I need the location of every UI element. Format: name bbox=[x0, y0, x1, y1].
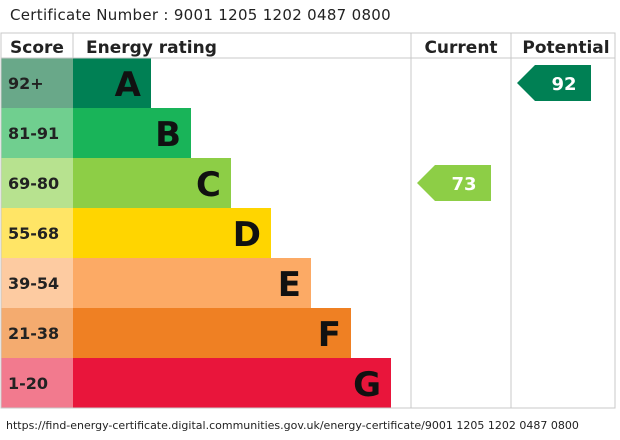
band-letter-b: B bbox=[155, 115, 181, 155]
score-cell-d bbox=[1, 208, 73, 258]
table-border bbox=[0, 32, 616, 409]
band-letter-c: C bbox=[196, 165, 221, 205]
potential-arrow bbox=[517, 65, 591, 101]
score-label-c: 69-80 bbox=[8, 174, 59, 193]
band-letter-f: F bbox=[318, 315, 341, 355]
score-cell-f bbox=[1, 308, 73, 358]
band-bar-f bbox=[73, 308, 351, 358]
potential-value: 92 bbox=[551, 74, 576, 95]
score-label-d: 55-68 bbox=[8, 224, 59, 243]
band-bar-c bbox=[73, 158, 231, 208]
band-bar-e bbox=[73, 258, 311, 308]
band-letter-e: E bbox=[278, 265, 301, 305]
score-cell-a bbox=[1, 58, 73, 108]
band-bar-b bbox=[73, 108, 191, 158]
score-cell-b bbox=[1, 108, 73, 158]
score-cell-g bbox=[1, 358, 73, 408]
score-label-b: 81-91 bbox=[8, 124, 59, 143]
certificate-url: https://find-energy-certificate.digital.… bbox=[6, 419, 579, 432]
score-label-f: 21-38 bbox=[8, 324, 59, 343]
header-energy-rating: Energy rating bbox=[86, 38, 217, 58]
band-bar-a bbox=[73, 58, 151, 108]
current-arrow bbox=[417, 165, 491, 201]
score-cell-c bbox=[1, 158, 73, 208]
band-letter-a: A bbox=[115, 65, 142, 105]
band-bar-d bbox=[73, 208, 271, 258]
score-label-e: 39-54 bbox=[8, 274, 59, 293]
current-value: 73 bbox=[451, 174, 476, 195]
header-potential: Potential bbox=[522, 38, 609, 58]
band-letter-g: G bbox=[353, 365, 381, 405]
score-label-a: 92+ bbox=[8, 74, 44, 93]
score-cell-e bbox=[1, 258, 73, 308]
score-label-g: 1-20 bbox=[8, 374, 48, 393]
certificate-number: Certificate Number : 9001 1205 1202 0487… bbox=[10, 6, 391, 24]
header-current: Current bbox=[424, 38, 497, 58]
header-score: Score bbox=[10, 38, 64, 58]
band-bar-g bbox=[73, 358, 391, 408]
band-letter-d: D bbox=[233, 215, 261, 255]
